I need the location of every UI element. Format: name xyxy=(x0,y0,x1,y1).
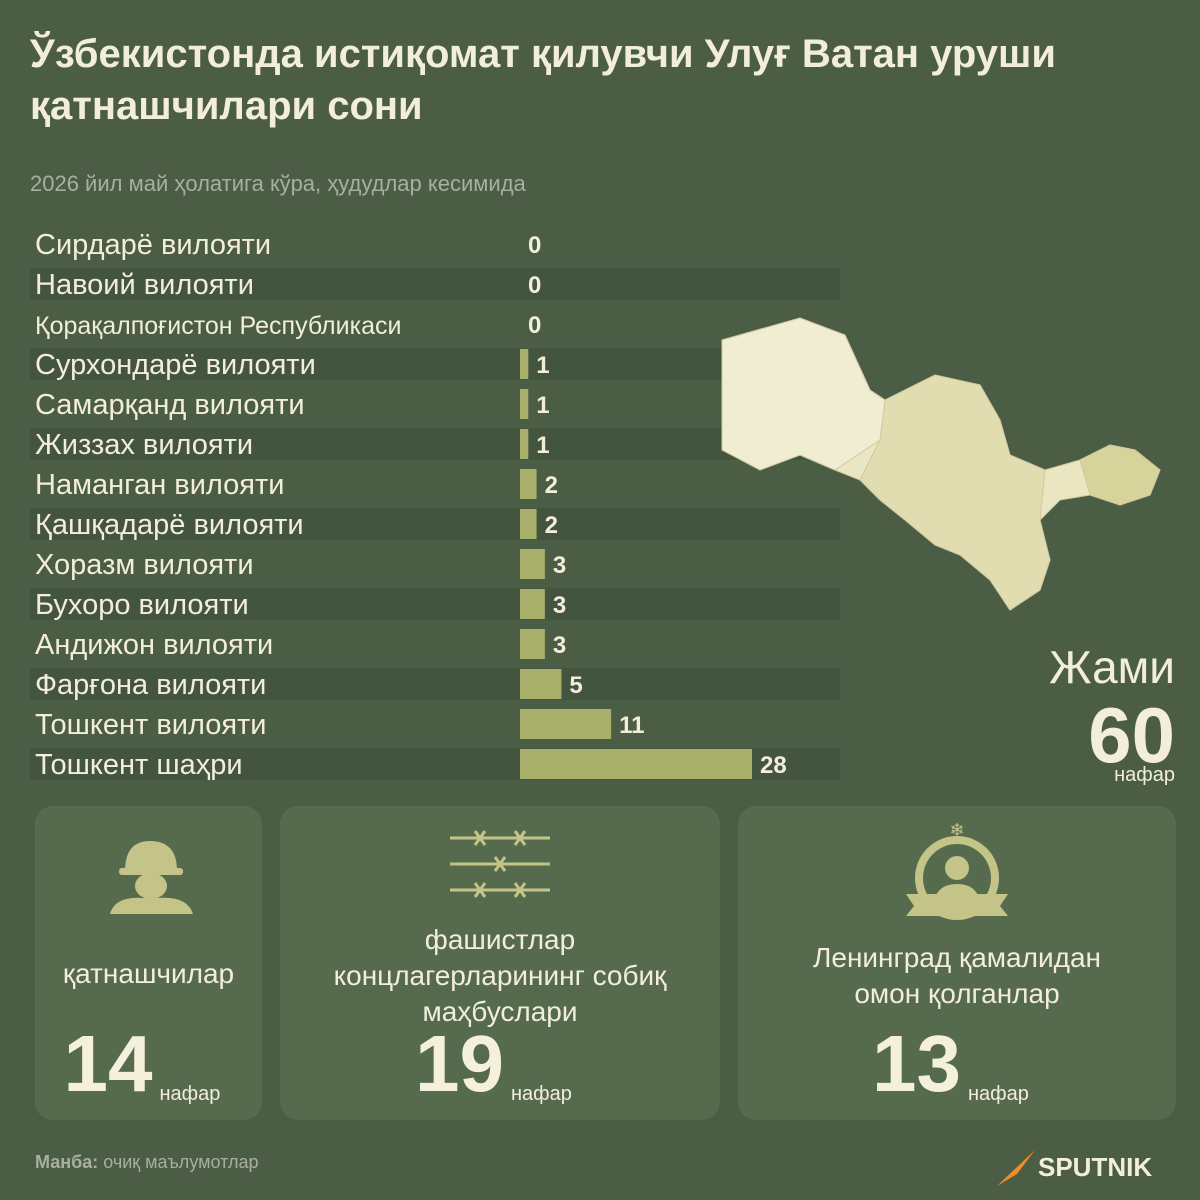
card: қатнашчилар 14 нафар xyxy=(35,806,262,1120)
bar xyxy=(520,389,529,419)
card-value: 14 xyxy=(63,1019,153,1108)
bar xyxy=(520,749,752,779)
chart: Сирдарё вилояти 0 Навоий вилояти 0 Қорақалпо… xyxy=(30,229,1161,781)
category-label: Сурхондарё вилояти xyxy=(35,349,316,381)
row-band xyxy=(30,348,840,380)
category-label: Жиззах вилояти xyxy=(35,429,253,461)
card-label: Ленинград қамалидан омон қолганлар xyxy=(738,940,1176,1012)
card-value: 19 xyxy=(415,1019,504,1108)
category-label: Бухоро вилояти xyxy=(35,589,249,621)
card-label-line: маҳбуслари xyxy=(422,996,578,1027)
category-label: Андижон вилояти xyxy=(35,629,273,661)
card-unit: нафар xyxy=(159,1083,221,1105)
category-label: Сирдарё вилояти xyxy=(35,229,271,261)
subtitle: 2026 йил май ҳолатига кўра, ҳудудлар кес… xyxy=(30,171,526,196)
card-label: фашистлар концлагерларининг собиқ маҳбусла… xyxy=(280,922,720,1030)
card-value: 13 xyxy=(872,1019,961,1108)
svg-text:❄: ❄ xyxy=(949,820,964,840)
bar xyxy=(520,349,529,379)
value-label: 1 xyxy=(536,392,549,419)
value-label: 2 xyxy=(545,472,558,499)
category-label: Тошкент вилояти xyxy=(35,709,267,741)
source: Манба: очиқ маълумотлар xyxy=(35,1152,258,1173)
category-label: Хоразм вилояти xyxy=(35,549,254,581)
value-label: 28 xyxy=(760,752,787,779)
bar xyxy=(520,429,529,459)
bar xyxy=(520,589,545,619)
value-label: 3 xyxy=(553,592,566,619)
bar xyxy=(520,549,545,579)
card: ❄ Ленинград қамалидан омон қолганлар 13 наф… xyxy=(738,806,1176,1120)
category-label: Тошкент шаҳри xyxy=(35,749,243,781)
category-label: Қорақалпоғистон Республикаси xyxy=(35,312,401,340)
row-band xyxy=(30,588,840,620)
total-label: Жами xyxy=(1049,641,1175,693)
source-text: очиқ маълумотлар xyxy=(103,1152,259,1172)
bar xyxy=(520,469,537,499)
value-label: 3 xyxy=(553,552,566,579)
value-label: 0 xyxy=(528,312,541,339)
row-bands xyxy=(30,268,840,780)
title: Ўзбекистонда истиқомат қилувчи Улуғ Вата… xyxy=(30,32,1056,128)
bar xyxy=(520,669,562,699)
card-unit: нафар xyxy=(511,1083,572,1105)
category-label: Навоий вилояти xyxy=(35,269,254,301)
card-label-line: Ленинград қамалидан xyxy=(813,942,1101,973)
value-label: 0 xyxy=(528,272,541,299)
card-label-line: фашистлар xyxy=(424,924,576,955)
category-label: Самарқанд вилояти xyxy=(35,389,305,421)
card: фашистлар концлагерларининг собиқ маҳбусла… xyxy=(280,806,720,1120)
logo-icon xyxy=(997,1150,1035,1186)
soldier-icon xyxy=(110,841,193,914)
card-label-line: омон қолганлар xyxy=(854,978,1060,1009)
value-label: 5 xyxy=(569,672,582,699)
value-label: 0 xyxy=(528,232,541,259)
bar xyxy=(520,509,537,539)
category-label: Қашқадарё вилояти xyxy=(35,509,304,541)
row-band xyxy=(30,508,840,540)
source-label: Манба: xyxy=(35,1152,99,1172)
total-unit: нафар xyxy=(1114,764,1175,786)
brand: SPUTNIK xyxy=(1038,1152,1153,1182)
card-unit: нафар xyxy=(968,1083,1029,1105)
value-label: 1 xyxy=(536,352,549,379)
medal-icon: ❄ xyxy=(906,820,1008,920)
card-label-line: концлагерларининг собиқ xyxy=(333,960,667,991)
value-label: 2 xyxy=(545,512,558,539)
value-label: 11 xyxy=(619,712,644,739)
wire-icon xyxy=(450,830,550,898)
card-label: қатнашчилар xyxy=(35,956,262,992)
value-label: 1 xyxy=(536,432,549,459)
bar xyxy=(520,629,545,659)
row-band xyxy=(30,428,840,460)
total-value: 60 xyxy=(1088,691,1175,779)
category-label: Фарғона вилояти xyxy=(35,669,266,701)
row-band xyxy=(30,268,840,300)
map xyxy=(721,317,1161,611)
value-label: 3 xyxy=(553,632,566,659)
category-label: Наманган вилояти xyxy=(35,469,284,501)
bar xyxy=(520,709,612,739)
card-label-line: қатнашчилар xyxy=(62,958,235,989)
row-band xyxy=(30,668,840,700)
